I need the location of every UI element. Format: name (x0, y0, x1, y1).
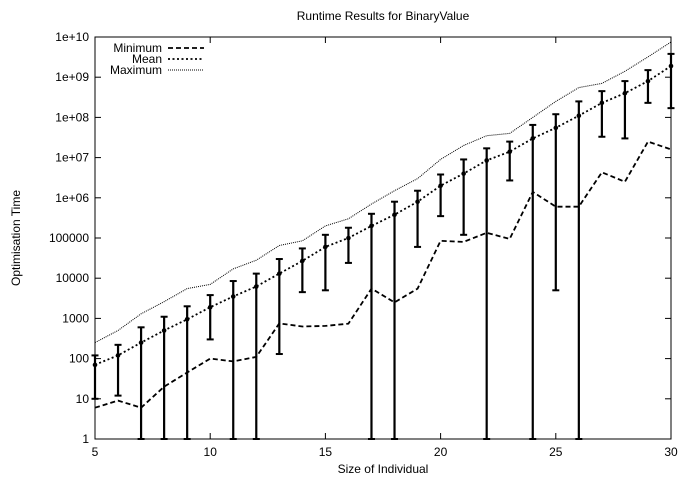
y-tick-label: 1e+10 (55, 30, 89, 44)
series-lines (94, 41, 672, 409)
y-tick-label: 10 (76, 392, 90, 406)
x-tick-label: 20 (434, 445, 448, 459)
series-line-maximum (94, 41, 672, 344)
x-axis-label: Size of Individual (338, 462, 429, 476)
x-tick-label: 5 (92, 445, 99, 459)
axis-ticks (94, 36, 672, 440)
y-tick-label: 100000 (49, 231, 89, 245)
x-tick-label: 10 (204, 445, 218, 459)
series-line-minimum (94, 140, 672, 409)
series-line-mean (94, 65, 672, 366)
plot-frame (94, 36, 672, 440)
y-tick-label: 1000 (62, 311, 89, 325)
y-tick-label: 100 (69, 352, 89, 366)
x-tick-label: 25 (549, 445, 563, 459)
legend-label-minimum: Minimum (113, 41, 162, 55)
chart-title: Runtime Results for BinaryValue (297, 9, 470, 23)
y-tick-label: 1e+06 (55, 191, 89, 205)
legend-label-maximum: Maximum (110, 63, 162, 77)
legend-label-mean: Mean (132, 52, 162, 66)
x-tick-label: 15 (319, 445, 333, 459)
y-tick-label: 1e+09 (55, 70, 89, 84)
y-tick-label: 1e+07 (55, 151, 89, 165)
x-tick-labels: 5 10 15 20 25 30 (92, 445, 678, 459)
y-axis-label: Optimisation Time (9, 190, 23, 286)
error-bars (91, 52, 675, 440)
y-tick-labels: 1 10 100 1000 10000 100000 1e+06 1e+07 1e+08 1e+0… (49, 30, 89, 446)
y-tick-label: 1 (82, 432, 89, 446)
y-tick-label: 10000 (56, 271, 90, 285)
x-tick-label: 30 (664, 445, 678, 459)
y-tick-label: 1e+08 (55, 110, 89, 124)
